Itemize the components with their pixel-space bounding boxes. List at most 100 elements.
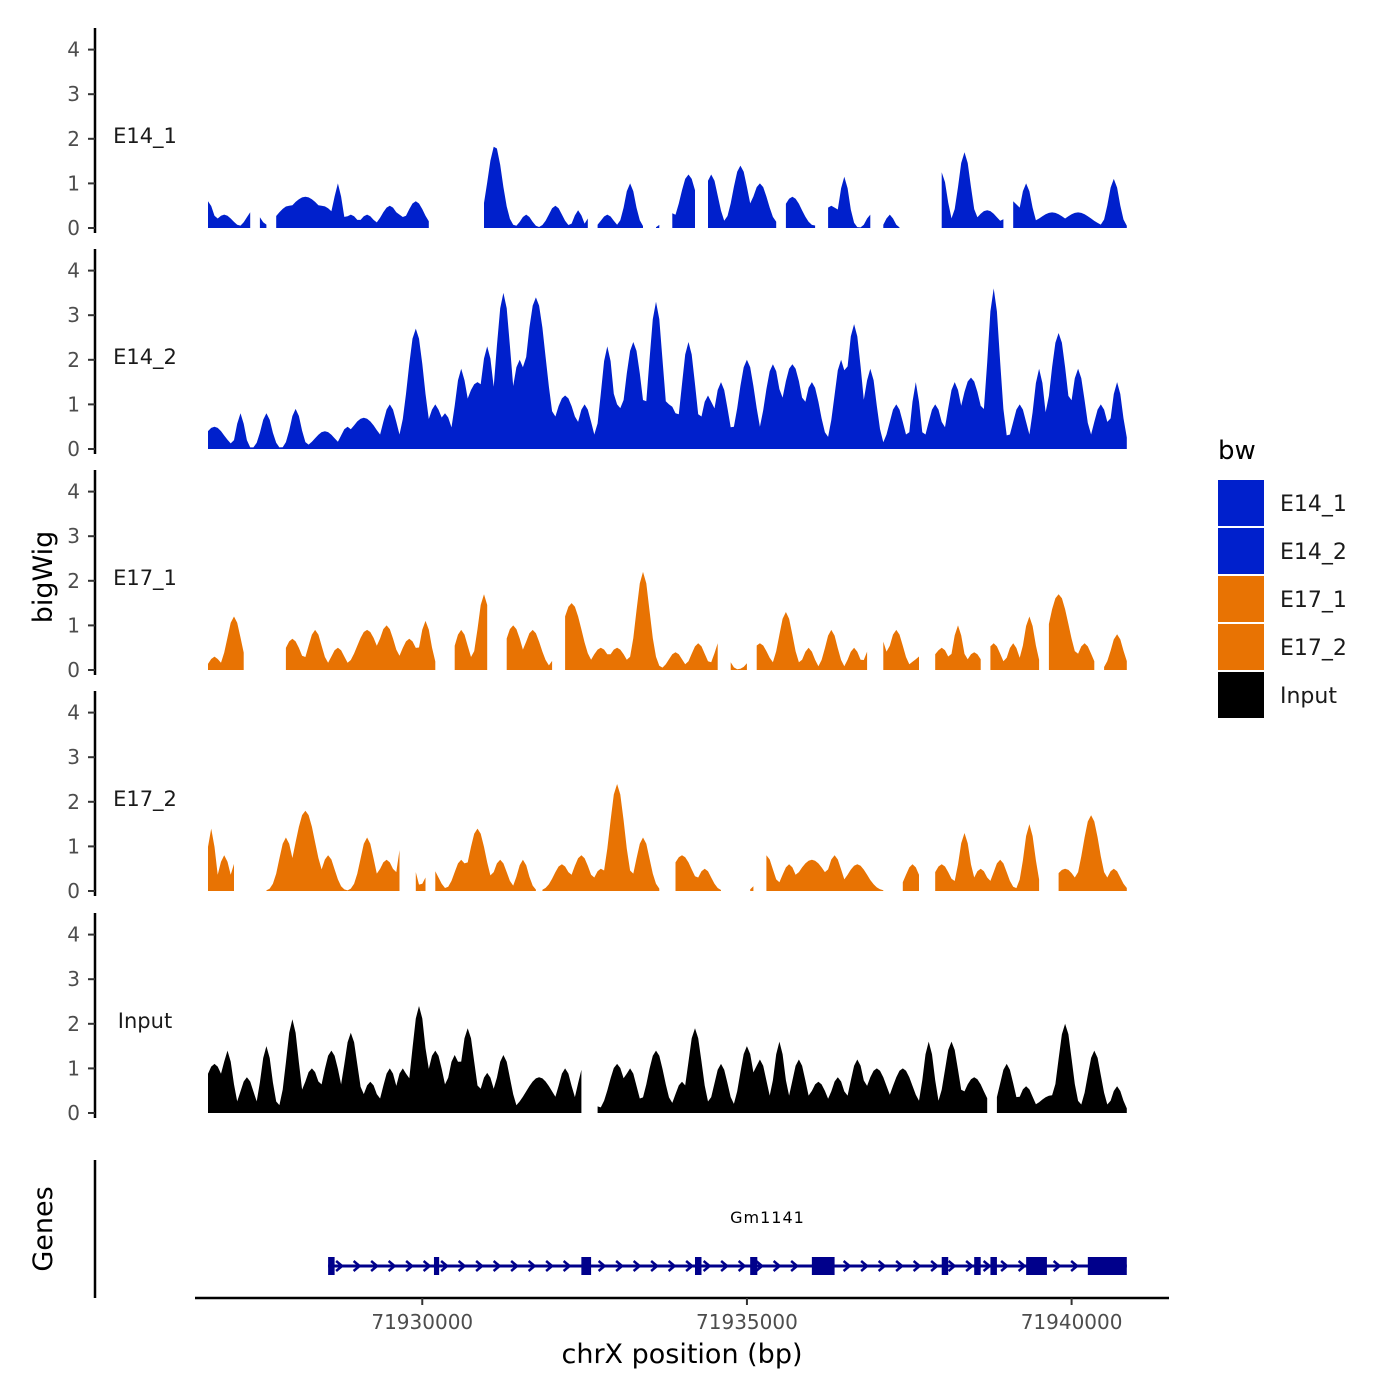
y-tick-label: 0 [67,879,80,903]
y-tick-label: 0 [67,437,80,461]
strand-arrow [615,1260,625,1272]
track-Input: 0 1 2 3 4 Input [67,913,1127,1125]
coverage-area-Input [208,1006,1127,1113]
x-axis: 71930000 71935000 71940000 [195,1296,1169,1334]
y-tick-label: 0 [67,216,80,240]
strand-arrow [457,1260,467,1272]
strand-arrow [1000,1260,1010,1272]
strand-arrow [842,1260,852,1272]
x-tick-label: 71935000 [696,1310,798,1334]
legend-label: E14_2 [1280,540,1347,565]
strand-arrow [440,1260,450,1272]
legend-swatch [1218,624,1264,670]
genes-track-title: Genes [28,1186,59,1271]
strand-arrow [1070,1260,1080,1272]
y-tick-label: 3 [67,82,80,106]
strand-arrow [1017,1260,1027,1272]
y-tick-label: 2 [67,1012,80,1036]
coverage-area-E14_2 [208,288,1127,449]
y-tick-label: 3 [67,745,80,769]
y-tick-label: 3 [67,524,80,548]
coverage-area-E14_1 [208,146,1127,228]
gene-exon [750,1257,758,1275]
strand-arrow [790,1260,800,1272]
x-axis-title: chrX position (bp) [561,1339,802,1370]
legend-label: E17_2 [1280,636,1347,661]
y-tick-label: 3 [67,303,80,327]
strand-arrow [405,1260,415,1272]
strand-arrow [947,1260,957,1272]
y-tick-label: 4 [67,259,80,283]
y-tick-label: 1 [67,171,80,195]
legend-label: E14_1 [1280,492,1347,517]
strand-arrow [527,1260,537,1272]
strand-arrow [545,1260,555,1272]
y-tick-label: 4 [67,923,80,947]
legend-swatch [1218,480,1264,526]
legend-swatch [1218,576,1264,622]
strand-arrow [387,1260,397,1272]
gene-exon [1026,1257,1047,1275]
track-label: E14_1 [113,124,177,149]
gene-exon [694,1257,702,1275]
strand-arrow [562,1260,572,1272]
track-label: E17_2 [113,787,177,812]
track-E17_2: 0 1 2 3 4 E17_2 [67,691,1127,903]
strand-arrow [965,1260,975,1272]
coverage-tracks: 0 1 2 3 4 E14_1 0 1 2 3 4 E14_2 0 1 2 3 4 E17_1 0 1 2 3 4 E17_2… [67,28,1127,1125]
strand-arrow [720,1260,730,1272]
track-label: Input [118,1009,172,1033]
y-tick-label: 2 [67,569,80,593]
coverage-area-E17_1 [208,571,1127,670]
y-tick-label: 1 [67,392,80,416]
strand-arrow [755,1260,765,1272]
coverage-area-E17_2 [208,784,1127,891]
legend-swatch [1218,528,1264,574]
track-E14_2: 0 1 2 3 4 E14_2 [67,249,1127,461]
y-tick-label: 1 [67,834,80,858]
gene-exon [328,1257,335,1275]
y-tick-label: 0 [67,1101,80,1125]
strand-arrow [912,1260,922,1272]
gene-exon [433,1257,440,1275]
y-tick-label: 1 [67,613,80,637]
strand-arrow [352,1260,362,1272]
strand-arrow [860,1260,870,1272]
track-E17_1: 0 1 2 3 4 E17_1 [67,470,1127,682]
track-E14_1: 0 1 2 3 4 E14_1 [67,28,1127,240]
strand-arrow [930,1260,940,1272]
strand-arrow [510,1260,520,1272]
y-tick-label: 1 [67,1056,80,1080]
y-tick-label: 2 [67,127,80,151]
track-label: E17_1 [113,566,177,591]
legend-title: bw [1218,436,1256,466]
y-axis-title: bigWig [28,531,59,624]
gene-label: Gm1141 [730,1208,805,1227]
strand-arrow [475,1260,485,1272]
y-tick-label: 4 [67,38,80,62]
gene-exon [990,1257,997,1275]
strand-arrow [702,1260,712,1272]
strand-arrow [335,1260,345,1272]
x-tick-label: 71940000 [1021,1310,1123,1334]
track-label: E14_2 [113,345,177,370]
legend-swatch [1218,672,1264,718]
strand-arrow [370,1260,380,1272]
legend-label: E17_1 [1280,588,1347,613]
legend-label: Input [1280,684,1337,709]
strand-arrow [650,1260,660,1272]
strand-arrow [492,1260,502,1272]
y-tick-label: 4 [67,701,80,725]
gene-exon [811,1257,835,1275]
gene-exon [581,1257,592,1275]
x-tick-label: 71930000 [371,1310,473,1334]
y-tick-label: 4 [67,480,80,504]
gene-exon [974,1257,981,1275]
genes-track: Gm1141 [93,1160,1127,1298]
strand-arrow [737,1260,747,1272]
y-tick-label: 2 [67,790,80,814]
strand-arrow [667,1260,677,1272]
strand-arrow [597,1260,607,1272]
strand-arrow [1052,1260,1062,1272]
